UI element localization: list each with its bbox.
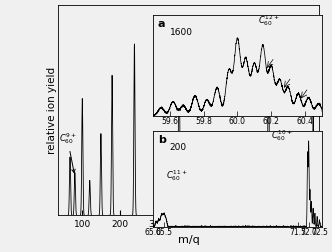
Text: $C_{60}^{9+}$: $C_{60}^{9+}$ [58, 131, 76, 173]
Y-axis label: relative ion yield: relative ion yield [47, 67, 57, 154]
X-axis label: m/q: m/q [178, 235, 199, 245]
Text: a: a [158, 19, 165, 29]
Text: $C_{60}^{12+}$: $C_{60}^{12+}$ [258, 13, 279, 28]
Text: $C_{60}^{10+}$: $C_{60}^{10+}$ [271, 128, 293, 143]
Text: $C_{60}^{11+}$: $C_{60}^{11+}$ [166, 169, 188, 183]
Text: b: b [158, 135, 166, 145]
Text: 200: 200 [170, 143, 187, 152]
Text: 1600: 1600 [170, 28, 193, 37]
